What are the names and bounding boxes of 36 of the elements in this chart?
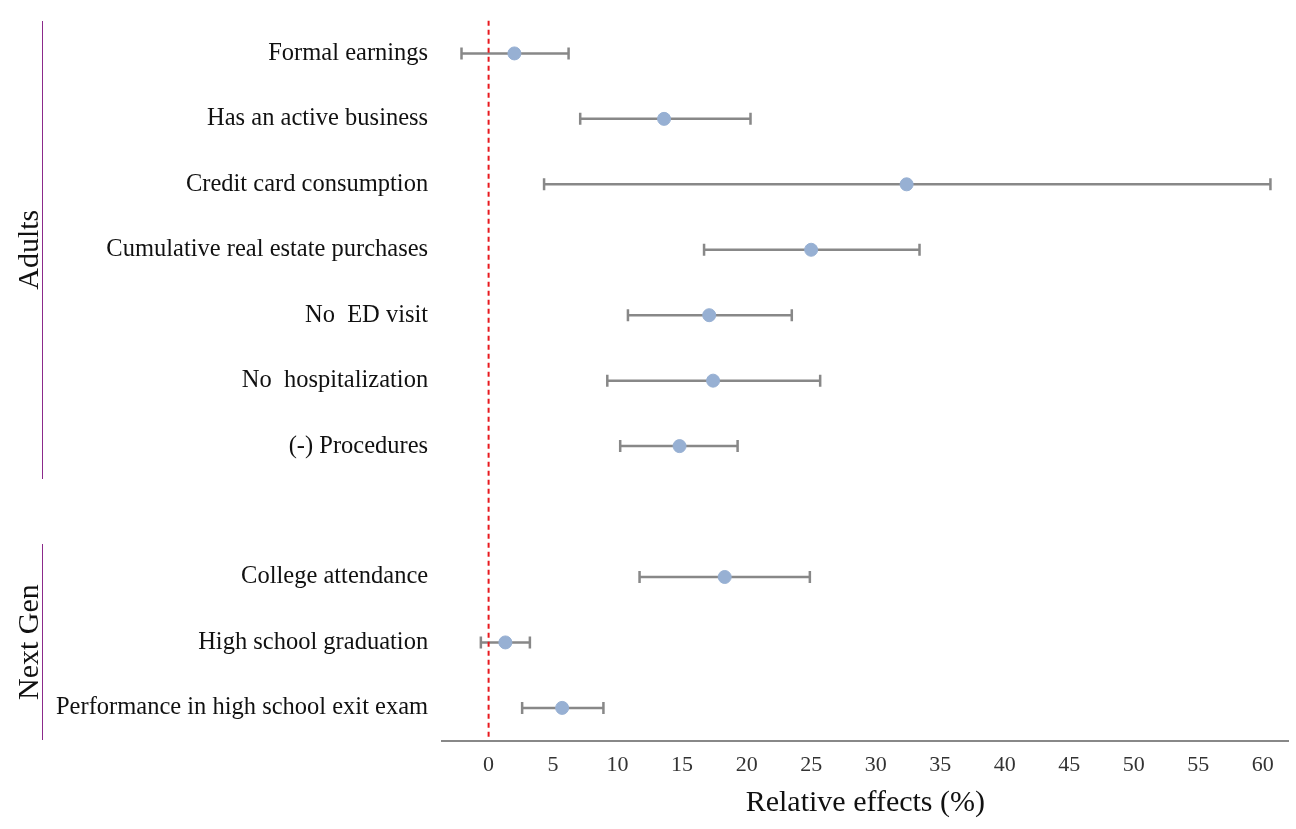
point bbox=[717, 569, 732, 584]
point bbox=[804, 242, 819, 257]
x-tick-label: 35 bbox=[929, 750, 952, 776]
x-tick-label: 0 bbox=[483, 750, 495, 776]
x-tick-label: 55 bbox=[1187, 750, 1210, 776]
point bbox=[702, 308, 717, 323]
y-tick-label: (-) Procedures bbox=[288, 430, 429, 459]
y-tick-label: Cumulative real estate purchases bbox=[106, 234, 429, 262]
y-tick-label: No hospitalization bbox=[241, 365, 429, 393]
x-tick-label: 30 bbox=[864, 750, 887, 776]
x-tick-label: 60 bbox=[1251, 750, 1274, 776]
x-tick-label: 50 bbox=[1122, 750, 1145, 776]
x-tick-label: 15 bbox=[671, 750, 694, 776]
x-axis-title: Relative effects (%) bbox=[745, 783, 985, 818]
point bbox=[672, 439, 687, 454]
point bbox=[657, 111, 672, 126]
y-tick-label: Formal earnings bbox=[268, 37, 429, 65]
y-tick-label: Performance in high school exit exam bbox=[56, 692, 429, 720]
x-tick-label: 20 bbox=[735, 750, 758, 776]
y-tick-label: Has an active business bbox=[207, 103, 429, 131]
point bbox=[555, 700, 570, 715]
y-tick-label: College attendance bbox=[241, 561, 429, 589]
text: Adults bbox=[10, 209, 44, 290]
x-tick-label: 5 bbox=[547, 750, 559, 776]
point bbox=[706, 373, 721, 388]
y-tick-label: Credit card consumption bbox=[185, 168, 429, 196]
x-tick-label: 10 bbox=[606, 750, 629, 776]
y-tick-label: No ED visit bbox=[304, 299, 429, 327]
x-tick-label: 25 bbox=[800, 750, 823, 776]
text: Next Gen bbox=[10, 584, 44, 701]
point bbox=[899, 177, 914, 192]
point bbox=[507, 46, 522, 61]
y-tick-label: High school graduation bbox=[198, 626, 429, 654]
x-tick-label: 45 bbox=[1058, 750, 1081, 776]
x-tick-label: 40 bbox=[993, 750, 1016, 776]
point bbox=[498, 635, 513, 650]
